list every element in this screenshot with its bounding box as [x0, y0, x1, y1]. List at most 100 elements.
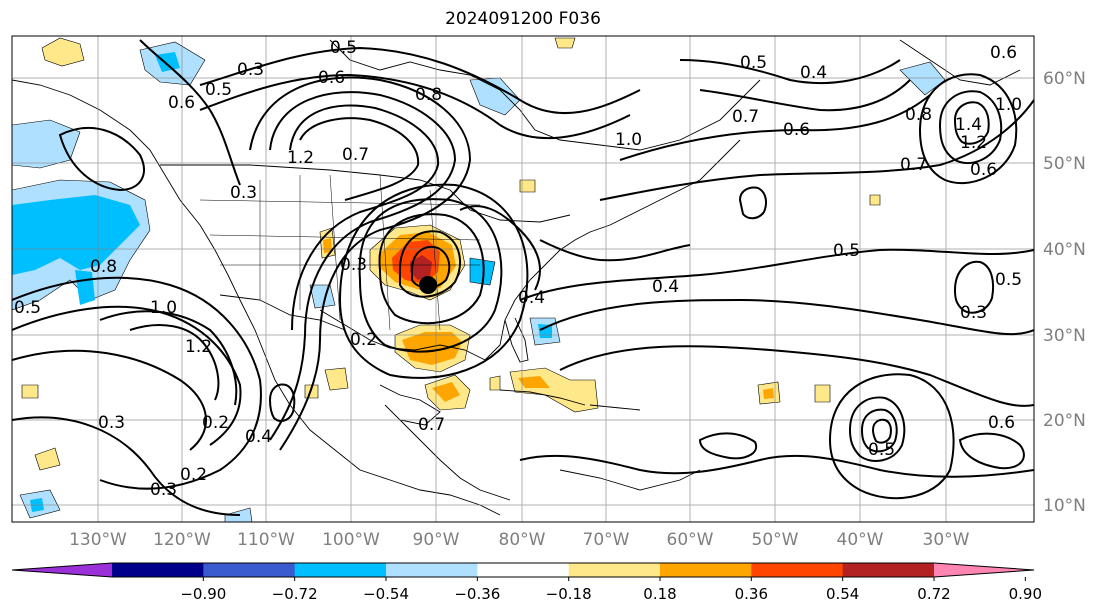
contour-label: 0.4 [800, 63, 827, 83]
colorbar-segment [568, 563, 661, 577]
contour [860, 408, 898, 453]
colorbar-segment [294, 563, 387, 577]
contour [848, 396, 906, 462]
contour-label: 1.0 [995, 95, 1022, 115]
contour-label: 1.2 [287, 148, 314, 168]
colorbar-tick-label: −0.36 [454, 585, 500, 603]
shaded-yellow-c [814, 384, 831, 403]
contour-label: 0.6 [988, 413, 1015, 433]
contour-label: 0.5 [833, 241, 860, 261]
colorbar-tick-label: 0.18 [643, 585, 676, 603]
contour-lines [12, 39, 1034, 516]
shaded-orange-gulf2 [432, 382, 460, 402]
contour-label: 0.8 [415, 85, 442, 105]
lon-label: 130°W [69, 530, 127, 550]
shaded-blue-gulf1 [309, 284, 336, 309]
contour-label: 0.8 [90, 257, 117, 277]
shaded-yellow-d [519, 179, 536, 193]
contour-label: 0.6 [783, 120, 810, 140]
colorbar-tick-label: −0.18 [546, 585, 592, 603]
contour-label: 1.0 [150, 298, 177, 318]
contour [399, 230, 461, 298]
contour-label: 0.5 [14, 298, 41, 318]
shaded-yellow-a [324, 367, 349, 391]
coast-central-am [399, 419, 511, 501]
contour [953, 101, 990, 145]
colorbar-segment [386, 563, 478, 577]
contour [58, 126, 145, 192]
lon-label: 120°W [153, 530, 211, 550]
contour [539, 298, 1034, 336]
lon-label: 80°W [499, 530, 546, 550]
shaded-cyan-alaska [155, 52, 180, 72]
contour-label: 0.2 [350, 330, 377, 350]
colorbar-tick-label: 0.54 [826, 585, 859, 603]
contour-label: 0.3 [98, 413, 125, 433]
colorbar-segment [842, 563, 935, 577]
coast-greenland [899, 39, 1021, 86]
colorbar-tick-label: 0.72 [917, 585, 950, 603]
lon-label: 90°W [413, 530, 460, 550]
lat-label: 30°N [1043, 326, 1086, 346]
shaded-yellow-h [489, 375, 501, 391]
lat-axis: 60°N 50°N 40°N 30°N 20°N 10°N [1043, 69, 1086, 516]
colorbar-tick-label: −0.72 [272, 585, 318, 603]
contour [249, 76, 472, 451]
contour [459, 205, 541, 291]
coast-pacific-nw [12, 79, 501, 516]
colorbar-segment [660, 563, 752, 577]
shaded-yellow-g [21, 384, 39, 399]
contour [871, 418, 892, 444]
coast-sa [559, 469, 701, 491]
contour [139, 39, 241, 186]
contour [519, 454, 1034, 478]
lat-label: 40°N [1043, 240, 1086, 260]
contour [698, 432, 758, 460]
colorbar-tick-label: −0.90 [180, 585, 226, 603]
lon-label: 70°W [583, 530, 630, 550]
lon-label: 60°W [667, 530, 714, 550]
contour [129, 324, 220, 401]
contour-label: 1.2 [185, 337, 212, 357]
colorbar-segment [477, 563, 570, 577]
coast-hispaniola [589, 404, 641, 411]
contour [99, 310, 238, 406]
contour-label: 1.2 [960, 133, 987, 153]
shaded-yellow-f [34, 447, 61, 471]
contour [599, 99, 1034, 201]
lon-label: 30°W [923, 530, 970, 550]
lon-label: 100°W [322, 530, 380, 550]
shaded-orange-carib [518, 376, 550, 388]
contour [12, 349, 207, 451]
shaded-cyan-west [12, 195, 140, 275]
contour [338, 183, 529, 379]
contour-label: 0.5 [205, 80, 232, 100]
contour-label: 0.4 [245, 427, 272, 447]
contour [199, 46, 641, 114]
lon-label: 110°W [237, 530, 295, 550]
contour-label: 0.5 [868, 440, 895, 460]
contour-label: 0.7 [418, 415, 445, 435]
colorbar-tick-label: 0.36 [735, 585, 768, 603]
shaded-yellow-e [869, 194, 881, 206]
shaded-yellow-nw [41, 37, 85, 67]
contour-label: 0.5 [995, 270, 1022, 290]
colorbar-tick-label: 0.90 [1009, 585, 1042, 603]
contour-label: 0.3 [340, 255, 367, 275]
contour-label: 0.3 [230, 183, 257, 203]
contour [938, 90, 1003, 165]
shaded-yellow-i [554, 37, 576, 49]
coast-hudson [329, 39, 761, 151]
colorbar-tick-label: −0.54 [363, 585, 409, 603]
contour-label: 0.5 [740, 53, 767, 73]
contour [12, 305, 242, 446]
contour [958, 432, 1025, 470]
contour [738, 186, 767, 220]
contour [519, 248, 1034, 301]
contour [12, 416, 241, 516]
contour-label: 1.4 [955, 115, 982, 135]
colorbar-extend-high [934, 563, 1034, 577]
contour [828, 373, 955, 500]
contour-label: 0.7 [342, 145, 369, 165]
contour-label: 0.3 [237, 60, 264, 80]
